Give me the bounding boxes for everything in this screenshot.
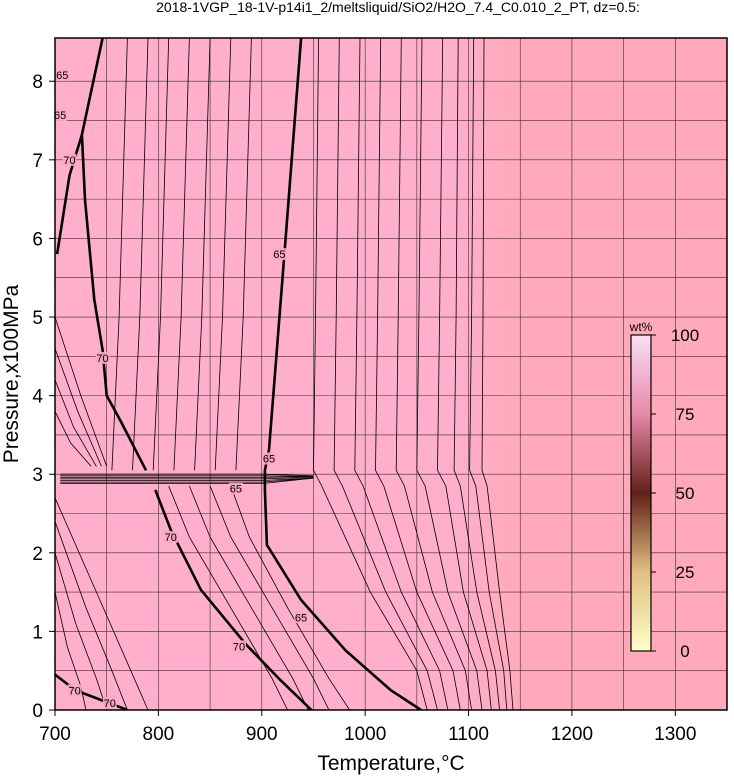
- contour-bold: [55, 134, 84, 255]
- contour-line: [313, 38, 428, 710]
- y-tick-label: 3: [32, 465, 43, 486]
- y-tick-label: 0: [32, 701, 43, 722]
- contour-label-bg: [163, 531, 178, 544]
- contour-label-bg: [272, 248, 287, 261]
- contour-label: 70: [63, 155, 75, 167]
- colorbar-tick-label: 50: [676, 484, 695, 503]
- contour-line: [333, 38, 438, 710]
- y-tick-label: 8: [32, 72, 43, 93]
- contour-label-bg: [95, 351, 110, 364]
- x-tick-label: 1300: [654, 724, 696, 745]
- contour-line: [152, 38, 170, 471]
- contour-line: [55, 348, 102, 467]
- contour-line: [168, 485, 288, 710]
- y-tick-label: 1: [32, 622, 43, 643]
- y-tick-label: 4: [32, 387, 43, 408]
- contour-label: 70: [233, 641, 245, 653]
- contour-label-bg: [232, 640, 247, 653]
- contour-line: [55, 497, 149, 710]
- plot-background: [55, 38, 727, 710]
- contour-line: [60, 477, 314, 483]
- x-tick-label: 900: [246, 724, 278, 745]
- plot-frame: [54, 37, 728, 711]
- x-tick-label: 800: [143, 724, 175, 745]
- contour-line: [55, 379, 97, 467]
- contour-line: [60, 475, 314, 477]
- contour-bold: [154, 489, 313, 710]
- contour-label-bg: [55, 68, 70, 81]
- contour-label-bg: [102, 696, 117, 709]
- contour-line: [60, 476, 314, 478]
- y-tick-label: 6: [32, 229, 43, 250]
- contour-label: 65: [54, 110, 66, 122]
- contour-label: 65: [273, 249, 285, 261]
- colorbar-tick-label: 0: [680, 642, 689, 661]
- contour-line: [209, 485, 330, 710]
- y-axis-label: Pressure,x100MPa: [0, 284, 23, 463]
- contour-label: 65: [230, 483, 242, 495]
- x-tick-label: 1100: [448, 724, 489, 745]
- contour-bold: [263, 38, 422, 710]
- x-tick-label: 1200: [551, 724, 593, 745]
- contour-line: [437, 38, 492, 710]
- contour-line: [416, 38, 483, 710]
- contour-line: [230, 485, 350, 710]
- contour-line: [60, 477, 314, 484]
- contour-label: 70: [165, 532, 177, 544]
- contour-label-bg: [62, 153, 77, 166]
- colorbar-label: wt%: [629, 320, 653, 334]
- contour-line: [55, 316, 108, 467]
- x-axis-label: Temperature,°C: [317, 752, 464, 775]
- x-tick-label: 700: [39, 724, 71, 745]
- contour-line: [214, 38, 232, 471]
- contour-line: [481, 38, 514, 710]
- contour-line: [375, 38, 461, 710]
- contour-label: 65: [295, 612, 307, 624]
- contour-label: 65: [263, 453, 275, 465]
- contour-line: [194, 38, 211, 471]
- y-tick-label: 2: [32, 544, 43, 565]
- colorbar-tick-label: 100: [671, 326, 699, 345]
- chart-title: 2018-1VGP_18-1V-p14i1_2/meltsliquid/SiO2…: [156, 0, 640, 15]
- contour-line: [60, 477, 314, 480]
- contour-line: [173, 38, 190, 471]
- contour-label-bg: [55, 109, 68, 122]
- colorbar-tick-label: 25: [676, 563, 695, 582]
- colorbar-tick-label: 75: [676, 405, 695, 424]
- contour-bold: [80, 38, 148, 471]
- contour-label-bg: [294, 611, 309, 624]
- contour-line: [60, 473, 314, 477]
- contour-label-bg: [262, 452, 277, 465]
- contour-label: 70: [69, 685, 81, 697]
- contour-line: [55, 411, 92, 467]
- contour-line: [189, 485, 309, 710]
- contour-label: 65: [56, 70, 68, 82]
- contour-line: [395, 38, 472, 710]
- contour-label: 70: [104, 698, 116, 710]
- y-tick-label: 5: [32, 308, 43, 329]
- x-tick-label: 1000: [344, 724, 386, 745]
- contour-line: [111, 38, 128, 471]
- contour-line: [60, 477, 314, 481]
- contour-line: [132, 38, 149, 471]
- contour-label: 70: [96, 353, 108, 365]
- contour-line: [55, 521, 128, 710]
- contour-label-bg: [228, 482, 243, 495]
- contour-line: [354, 38, 449, 710]
- contour-label-bg: [67, 684, 82, 697]
- plot-area: 65 65 65 65 70 70 70 70 70 70 65 65: [54, 38, 727, 710]
- y-tick-label: 7: [32, 151, 43, 172]
- contour-line: [453, 38, 500, 710]
- colorbar: [630, 334, 652, 652]
- contour-line: [55, 592, 87, 710]
- contour-line: [235, 38, 252, 471]
- contour-line: [469, 38, 508, 710]
- contour-line: [55, 552, 108, 710]
- contour-bold: [55, 673, 128, 710]
